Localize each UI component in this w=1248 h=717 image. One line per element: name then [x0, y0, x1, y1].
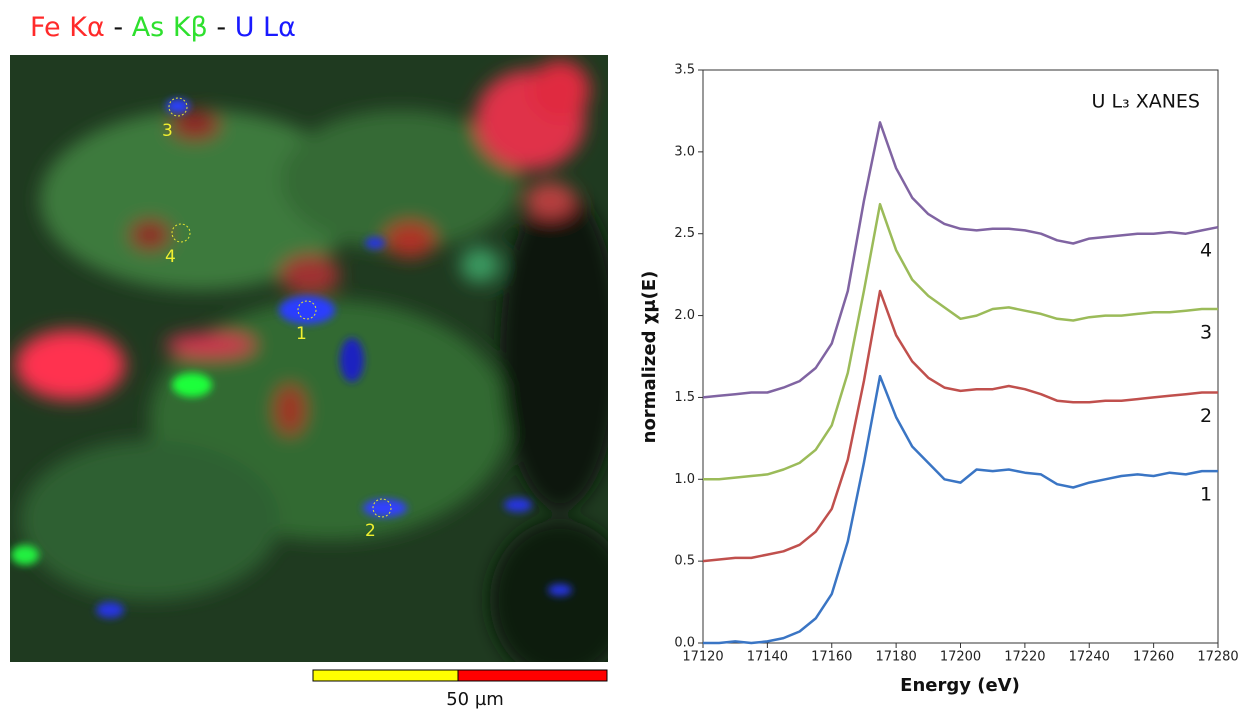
plot-frame: [702, 69, 1219, 644]
x-tick-label: 17200: [940, 650, 981, 665]
title-part: -: [113, 12, 123, 43]
point-marker: [168, 97, 188, 117]
y-tick-label: 1.5: [674, 390, 695, 405]
x-tick-label: 17140: [747, 650, 788, 665]
y-tick-label: 2.5: [674, 226, 695, 241]
x-tick-label: 17120: [682, 650, 723, 665]
y-tick-label: 3.5: [674, 63, 695, 78]
title-part: Fe Kα: [30, 12, 105, 43]
series-label: 2: [1200, 405, 1212, 427]
point-label: 4: [165, 247, 176, 267]
series-line: [702, 289, 1218, 563]
series-label: 1: [1200, 484, 1212, 506]
x-tick-label: 17280: [1197, 650, 1238, 665]
series-line: [702, 121, 1219, 399]
fluorescence-map: [10, 55, 608, 662]
point-marker: [297, 300, 317, 320]
y-axis-label: normalized χμ(E): [639, 271, 660, 444]
map-title: Fe Kα - As Kβ - U Lα: [30, 12, 296, 43]
point-label: 1: [296, 324, 307, 344]
y-tick-label: 0.0: [674, 636, 695, 651]
series-label: 4: [1200, 240, 1212, 262]
y-tick-label: 3.0: [674, 144, 695, 159]
title-part: -: [216, 12, 226, 43]
point-label: 3: [162, 121, 173, 141]
scale-bar: [312, 669, 459, 682]
series-label: 3: [1200, 322, 1212, 344]
title-part: U Lα: [235, 12, 296, 43]
x-tick-label: 17160: [811, 650, 852, 665]
x-axis-label: Energy (eV): [900, 675, 1020, 696]
series-line: [703, 202, 1218, 481]
y-tick-label: 2.0: [674, 308, 695, 323]
point-marker: [171, 223, 191, 243]
scale-bar-label: 50 µm: [446, 689, 504, 710]
x-tick-label: 17180: [875, 650, 916, 665]
y-tick-label: 1.0: [674, 472, 695, 487]
x-tick-label: 17220: [1004, 650, 1045, 665]
scale-bar: [457, 669, 608, 682]
point-marker: [372, 498, 392, 518]
y-tick-label: 0.5: [674, 554, 695, 569]
point-label: 2: [365, 521, 376, 541]
title-part: As Kβ: [132, 12, 208, 43]
x-tick-label: 17260: [1133, 650, 1174, 665]
series-line: [703, 374, 1218, 645]
x-tick-label: 17240: [1069, 650, 1110, 665]
annotation: U L₃ XANES: [1092, 91, 1200, 113]
